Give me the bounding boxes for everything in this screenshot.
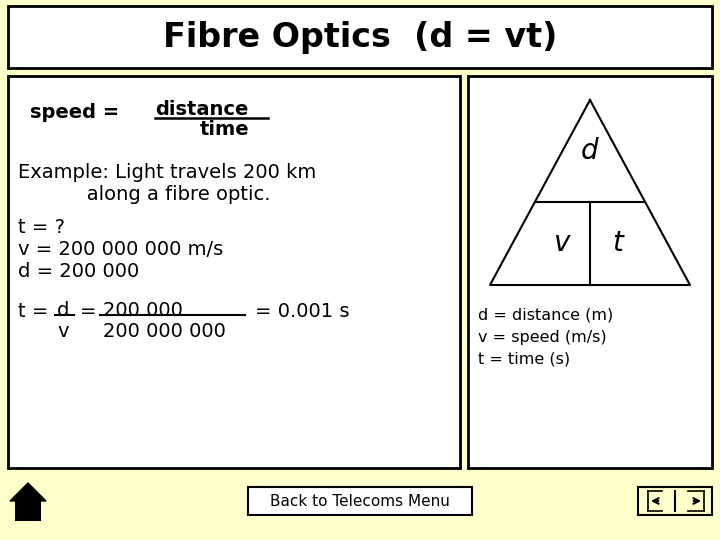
Text: distance: distance [155, 100, 248, 119]
Text: 200 000: 200 000 [103, 301, 183, 320]
Polygon shape [10, 483, 46, 501]
Bar [468, 76, 712, 468]
Text: speed =: speed = [30, 103, 132, 122]
Text: v = speed (m/s): v = speed (m/s) [478, 330, 607, 345]
Text: t = ?: t = ? [18, 218, 65, 237]
Text: Example: Light travels 200 km: Example: Light travels 200 km [18, 163, 316, 182]
Text: time: time [200, 120, 250, 139]
Text: Fibre Optics  (d = vt): Fibre Optics (d = vt) [163, 21, 557, 53]
Text: d: d [581, 137, 599, 165]
Text: =: = [80, 302, 96, 321]
Text: d: d [57, 301, 69, 320]
Text: v: v [554, 230, 571, 258]
Text: t: t [612, 230, 623, 258]
Text: Back to Telecoms Menu: Back to Telecoms Menu [270, 494, 450, 509]
Text: t = time (s): t = time (s) [478, 352, 570, 367]
Bar [15, 501, 41, 521]
Text: t =: t = [18, 302, 55, 321]
Text: 200 000 000: 200 000 000 [103, 322, 226, 341]
Bar [248, 487, 472, 515]
Text: v = 200 000 000 m/s: v = 200 000 000 m/s [18, 240, 223, 259]
Bar [638, 487, 712, 515]
Text: d = 200 000: d = 200 000 [18, 262, 139, 281]
Text: d = distance (m): d = distance (m) [478, 308, 613, 323]
Bar [8, 76, 460, 468]
Bar [8, 6, 712, 68]
Text: v: v [57, 322, 68, 341]
Text: = 0.001 s: = 0.001 s [255, 302, 349, 321]
Text: along a fibre optic.: along a fibre optic. [18, 185, 271, 204]
